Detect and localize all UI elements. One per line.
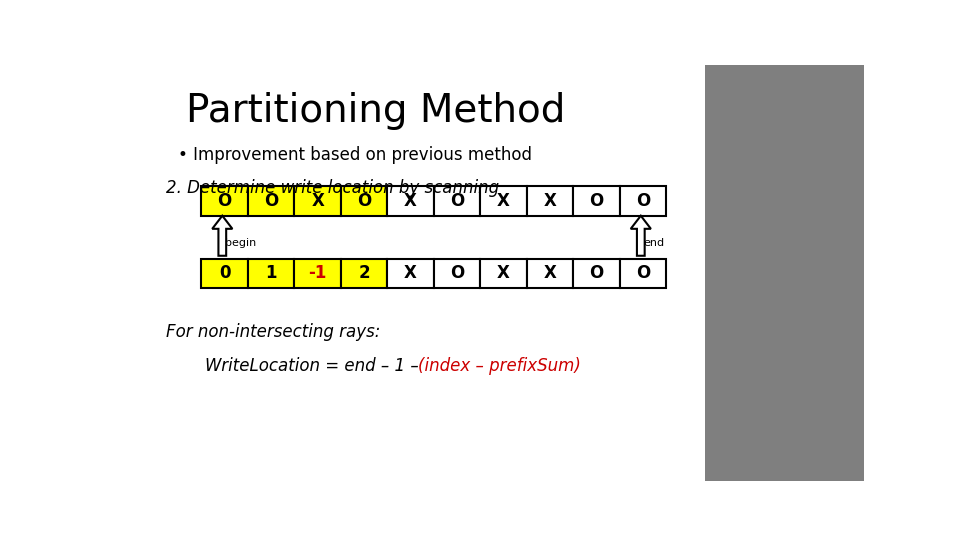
Text: For non-intersecting rays:: For non-intersecting rays: [166, 323, 381, 341]
Bar [434, 186, 480, 215]
Text: X: X [497, 265, 510, 282]
Text: 1: 1 [265, 265, 276, 282]
Bar [202, 259, 248, 288]
Text: 0: 0 [219, 265, 230, 282]
Bar [202, 186, 248, 215]
Bar [573, 259, 620, 288]
Bar [295, 186, 341, 215]
Text: 2: 2 [358, 265, 370, 282]
Bar [248, 259, 295, 288]
Text: O: O [264, 192, 278, 210]
Bar [527, 186, 573, 215]
Bar [341, 186, 388, 215]
Bar [248, 186, 295, 215]
Polygon shape [631, 215, 651, 256]
Text: WriteLocation = end – 1 –: WriteLocation = end – 1 – [205, 357, 424, 375]
Text: O: O [218, 192, 231, 210]
Bar [388, 259, 434, 288]
Text: O: O [450, 192, 465, 210]
Text: (index – prefixSum): (index – prefixSum) [419, 357, 581, 375]
Text: Partitioning Method: Partitioning Method [186, 92, 565, 130]
Text: X: X [311, 192, 324, 210]
Text: X: X [543, 192, 557, 210]
Text: end: end [643, 238, 664, 248]
Text: X: X [404, 192, 417, 210]
Text: O: O [450, 265, 465, 282]
Text: -1: -1 [308, 265, 326, 282]
Bar [573, 186, 620, 215]
Text: 2. Determine write location by scanning: 2. Determine write location by scanning [166, 179, 499, 197]
Bar [388, 186, 434, 215]
Bar [620, 186, 666, 215]
Bar [620, 259, 666, 288]
Polygon shape [212, 215, 232, 256]
Bar [434, 259, 480, 288]
Text: O: O [636, 192, 650, 210]
Bar [341, 259, 388, 288]
Text: X: X [497, 192, 510, 210]
Bar [527, 259, 573, 288]
Text: begin: begin [225, 238, 256, 248]
Text: O: O [636, 265, 650, 282]
Text: X: X [404, 265, 417, 282]
Text: O: O [357, 192, 372, 210]
Bar [295, 259, 341, 288]
Bar [480, 186, 527, 215]
Bar [706, 65, 864, 481]
Bar [480, 259, 527, 288]
Text: O: O [589, 192, 604, 210]
Text: • Improvement based on previous method: • Improvement based on previous method [179, 146, 532, 164]
Text: X: X [543, 265, 557, 282]
Text: O: O [589, 265, 604, 282]
